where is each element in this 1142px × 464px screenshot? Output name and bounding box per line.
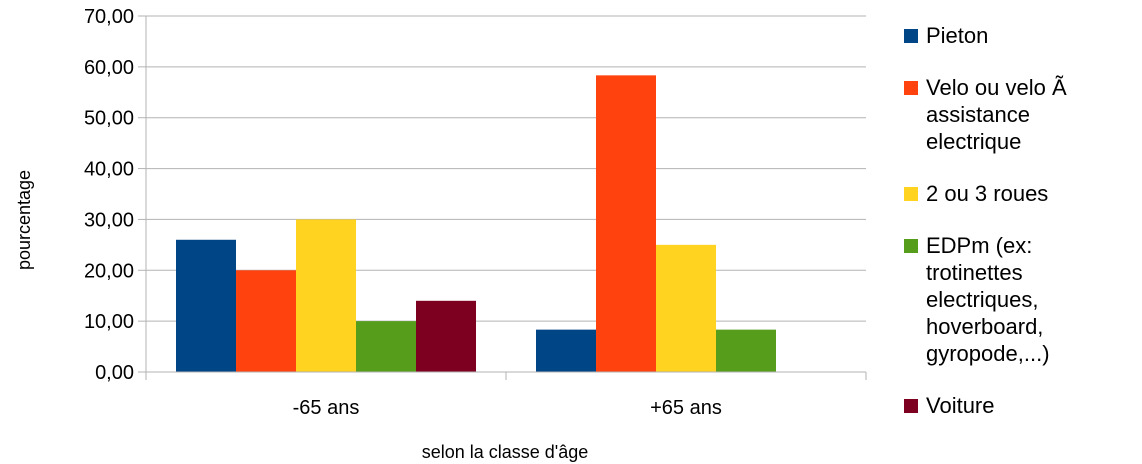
- legend-label: 2 ou 3 roues: [926, 181, 1049, 206]
- legend-swatch: [904, 399, 918, 413]
- bar: [236, 270, 296, 372]
- bar: [296, 219, 356, 372]
- legend-label: Pieton: [926, 23, 989, 48]
- bar: [536, 329, 596, 372]
- legend-swatch: [904, 29, 918, 43]
- bar: [656, 244, 716, 372]
- legend-item: 2 ou 3 roues: [898, 180, 1138, 207]
- legend-label: Velo ou velo Ã assistance electrique: [926, 75, 1067, 154]
- x-category-label: +65 ans: [650, 397, 722, 419]
- y-tick-label: 0,00: [95, 362, 134, 384]
- bars: [176, 75, 776, 373]
- legend-label: Voiture: [926, 393, 995, 418]
- bar: [716, 329, 776, 372]
- x-axis-title: selon la classe d'âge: [422, 442, 589, 462]
- y-tick-label: 70,00: [84, 6, 134, 28]
- y-tick-label: 10,00: [84, 311, 134, 333]
- y-tick-label: 40,00: [84, 159, 134, 181]
- legend-item: EDPm (ex: trotinettes electriques, hover…: [898, 232, 1138, 367]
- bar-chart: 0,0010,0020,0030,0040,0050,0060,0070,00 …: [14, 6, 867, 462]
- y-tick-label: 60,00: [84, 57, 134, 79]
- y-tick-label: 20,00: [84, 260, 134, 282]
- bar: [416, 300, 476, 372]
- axes: [138, 15, 867, 380]
- legend-item: Voiture: [898, 392, 1138, 419]
- legend-swatch: [904, 187, 918, 201]
- y-tick-label: 50,00: [84, 108, 134, 130]
- legend-swatch: [904, 239, 918, 253]
- legend-item: Pieton: [898, 22, 1138, 49]
- y-axis-title: pourcentage: [14, 170, 34, 270]
- legend-label: EDPm (ex: trotinettes electriques, hover…: [926, 233, 1050, 366]
- x-category-labels: -65 ans +65 ans: [293, 397, 722, 419]
- legend-swatch: [904, 81, 918, 95]
- bar: [356, 321, 416, 372]
- bar: [596, 75, 656, 373]
- legend: Pieton Velo ou velo Ã assistance electriq…: [898, 22, 1138, 444]
- legend-item: Velo ou velo Ã assistance electrique: [898, 74, 1138, 155]
- x-category-label: -65 ans: [293, 397, 360, 419]
- bar: [176, 239, 236, 372]
- y-tick-labels: 0,00 10,00 20,00 30,00 40,00 50,00 60,00 70,00: [84, 6, 134, 384]
- y-tick-label: 30,00: [84, 209, 134, 231]
